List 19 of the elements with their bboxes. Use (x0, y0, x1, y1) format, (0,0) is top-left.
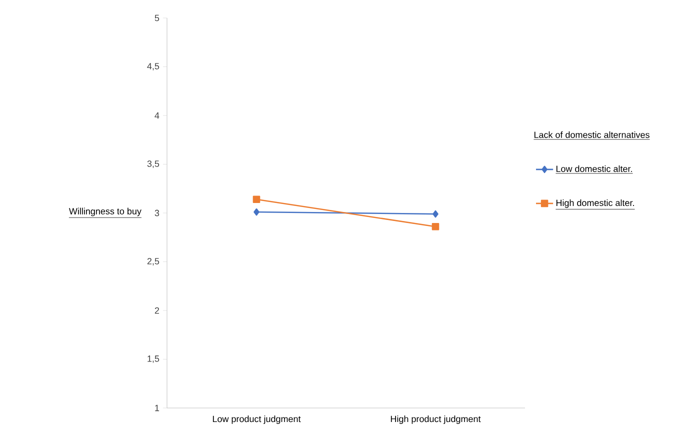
y-tick-label: 5 (154, 14, 160, 22)
y-axis-title: Willingness to buy (68, 208, 142, 216)
y-tick-label: 4,5 (147, 63, 160, 70)
legend-label: Low domestic alter. (556, 165, 632, 172)
legend-title: Lack of domestic alternatives (534, 131, 650, 138)
y-tick-label: 3 (154, 210, 160, 216)
x-tick-label: High product judgment (390, 416, 481, 424)
y-tick-label: 3,5 (147, 160, 160, 168)
point (252, 196, 260, 203)
x-tick-label: Low product judgment (212, 416, 301, 424)
point (254, 208, 260, 216)
legend-label: High domestic alter. (556, 199, 634, 208)
y-tick-label: 2 (154, 307, 160, 314)
y-tick-label: 1,5 (148, 356, 160, 363)
point (432, 210, 438, 218)
y-tick-label: 1 (155, 404, 160, 412)
y-tick-label: 2,5 (147, 258, 160, 266)
y-tick-label: 4 (154, 112, 160, 119)
point (432, 222, 440, 230)
